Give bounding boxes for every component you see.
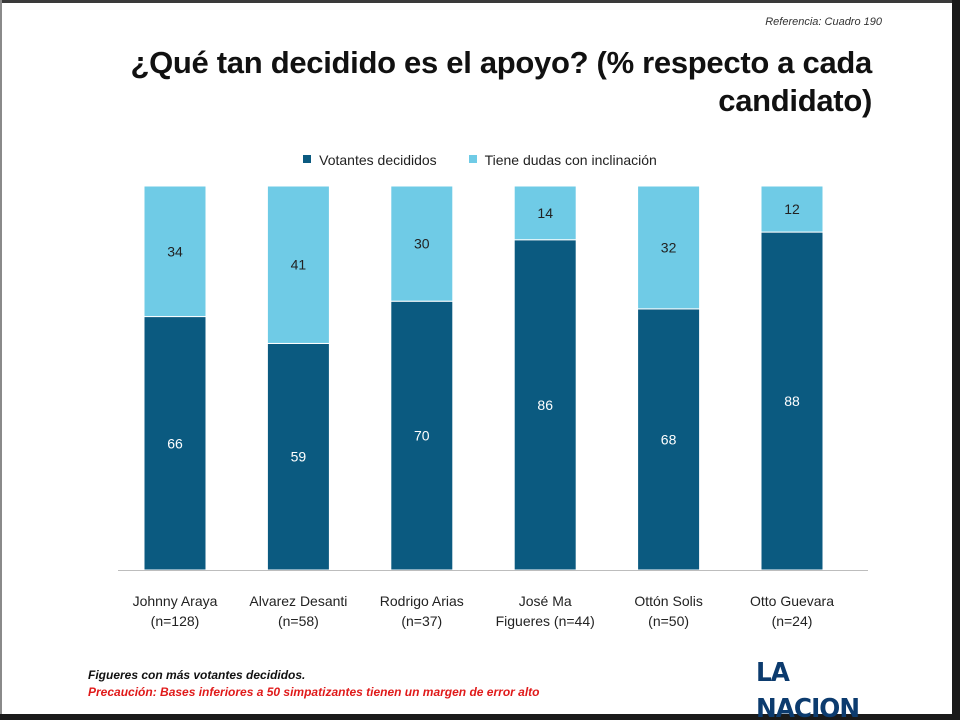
legend-swatch-dudas <box>468 155 477 164</box>
data-label-decididos-0: 66 <box>167 435 183 451</box>
category-label-5-0: Otto Guevara <box>750 593 834 609</box>
bar-dudas-4 <box>637 185 701 310</box>
bar-dudas-1 <box>266 185 330 344</box>
bar-dudas-5 <box>760 185 824 233</box>
frame-bottom <box>0 714 960 720</box>
data-label-decididos-3: 86 <box>537 397 553 413</box>
category-label-4-1: (n=50) <box>648 613 689 629</box>
stacked-bar-chart: 66 34 Johnny Araya (n=128) 59 41 Alvarez Desan… <box>118 185 868 629</box>
bar-dudas-3 <box>513 185 577 241</box>
legend-swatch-decididos <box>303 155 312 164</box>
data-label-dudas-0: 34 <box>167 243 183 259</box>
legend-label-decididos: Votantes decididos <box>319 152 437 168</box>
footnote-warning: Precaución: Bases inferiores a 50 simpat… <box>88 685 540 699</box>
data-label-dudas-4: 32 <box>661 239 677 255</box>
bar-dudas-0 <box>143 185 207 318</box>
footnote-note: Figueres con más votantes decididos. <box>88 668 306 682</box>
category-label-0-0: Johnny Araya <box>133 593 218 609</box>
category-label-1-0: Alvarez Desanti <box>249 593 347 609</box>
chart-legend: Votantes decididos Tiene dudas con incli… <box>0 152 960 168</box>
data-label-dudas-1: 41 <box>291 257 307 273</box>
chart-title: ¿Qué tan decidido es el apoyo? (% respec… <box>130 45 872 118</box>
bar-decididos-4 <box>637 308 701 571</box>
la-nacion-logo: LA NACION <box>756 658 860 724</box>
category-label-3-0: José Ma <box>519 593 572 609</box>
bar-decididos-3 <box>513 239 577 571</box>
legend-item-decididos: Votantes decididos <box>303 152 437 168</box>
bar-decididos-2 <box>390 300 454 571</box>
data-label-decididos-2: 70 <box>414 428 430 444</box>
category-label-4-0: Ottón Solis <box>634 593 702 609</box>
bar-dudas-2 <box>390 185 454 302</box>
frame-right <box>952 0 960 720</box>
frame-top <box>0 0 960 3</box>
category-label-5-1: (n=24) <box>772 613 813 629</box>
legend-item-dudas: Tiene dudas con inclinación <box>468 152 657 168</box>
data-label-dudas-2: 30 <box>414 236 430 252</box>
category-label-2-1: (n=37) <box>401 613 442 629</box>
reference-note: Referencia: Cuadro 190 <box>765 16 882 28</box>
data-label-decididos-4: 68 <box>661 431 677 447</box>
bar-decididos-1 <box>266 342 330 571</box>
bar-decididos-0 <box>143 316 207 571</box>
data-label-dudas-3: 14 <box>537 205 553 221</box>
category-label-2-0: Rodrigo Arias <box>380 593 464 609</box>
category-label-0-1: (n=128) <box>151 613 200 629</box>
data-label-dudas-5: 12 <box>784 201 800 217</box>
data-label-decididos-1: 59 <box>291 449 307 465</box>
legend-label-dudas: Tiene dudas con inclinación <box>484 152 657 168</box>
frame-left <box>0 0 2 720</box>
category-label-1-1: (n=58) <box>278 613 319 629</box>
category-label-3-1: Figueres (n=44) <box>496 613 595 629</box>
data-label-decididos-5: 88 <box>784 393 800 409</box>
